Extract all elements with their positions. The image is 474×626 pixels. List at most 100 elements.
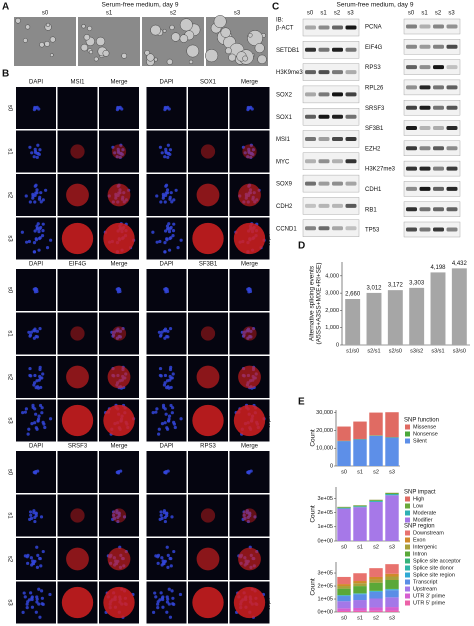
band [318,47,330,52]
y-tick-label: 0e+00 [318,538,333,544]
blot-label: SF3B1 [365,126,384,132]
nucleus [157,427,161,431]
band [345,47,357,52]
legend-label: High [413,496,424,502]
column-label: DAPI [29,444,43,450]
sample-label: s0 [42,11,49,17]
fluorescence-image [146,312,187,355]
y-tick-label: 3e+05 [318,496,333,502]
band [318,137,330,141]
blot-label: SETDB1 [276,48,300,54]
nucleus [36,143,40,147]
band [406,85,417,90]
y-tick-label: 20,000 [316,428,333,434]
sphere [87,25,93,31]
nucleus [249,155,253,159]
nucleus [178,592,183,597]
row-label: s0 [6,287,12,294]
nucleus [247,286,251,291]
sample-label: s0 [408,11,415,17]
bar-segment [337,506,351,508]
nucleus [39,564,43,568]
nucleus [20,230,24,234]
nucleus [110,330,114,334]
bar-segment [337,584,351,587]
band [332,70,343,75]
bar-segment [385,412,399,438]
nucleus [171,372,175,376]
y-tick-label: 3e+05 [318,570,333,576]
band [406,146,417,151]
nucleus [171,406,175,410]
nucleus [36,419,40,423]
nucleus [151,411,155,415]
band [433,126,444,130]
nucleus [30,330,34,334]
marker-signal [66,365,89,389]
row-label: s0 [6,469,12,476]
nucleus [121,148,125,152]
nucleus [162,405,166,409]
y-axis-label: Count [310,429,317,447]
nucleus [160,330,164,334]
band [419,24,431,29]
nucleus [172,222,176,226]
bar-segment [337,508,351,541]
marker-signal [192,586,224,619]
band [305,47,316,52]
nucleus [30,596,34,600]
bar-segment [353,600,367,608]
band [318,181,330,186]
nucleus [164,412,168,416]
column-label: SOX1 [200,80,217,86]
bar-segment [385,494,399,496]
blot [302,63,360,81]
nucleus [36,553,40,558]
sample-label: s2 [435,11,442,17]
band [332,226,343,231]
nucleus [151,230,155,234]
nucleus [29,516,34,520]
band [406,186,417,191]
nucleus [167,587,171,591]
nucleus [154,554,158,558]
nucleus [35,188,39,192]
band [305,25,316,30]
column-label: DAPI [159,262,173,268]
blot-label: MSI1 [276,137,291,143]
blot [403,39,461,55]
bar-segment [369,591,383,592]
x-tick-label: s3/s0 [453,348,466,354]
column-label: DAPI [159,444,173,450]
band [305,70,316,75]
fluorescence-image [57,87,98,129]
marker-signal [103,404,135,437]
bar-segment [353,573,367,582]
legend-label: Intron [413,551,427,557]
panel-label: D [298,241,305,252]
nucleus [250,151,254,155]
sphere [102,49,110,57]
nucleus [38,403,43,408]
band [446,126,458,130]
band [332,114,343,119]
legend-label: Splice site acceptor [413,558,461,564]
marker-signal [242,144,257,159]
marker-signal [238,547,261,571]
bar-segment [385,495,399,541]
nucleus [168,367,173,372]
nucleus [240,330,244,334]
nucleus [24,194,28,198]
nucleus [156,553,161,557]
row-label: s1 [6,512,12,519]
bar-segment [353,505,367,507]
marker-signal [238,365,261,389]
band [433,227,444,232]
legend-label: UTR 3' prime [413,593,445,599]
nucleus [35,191,39,195]
nucleus [35,545,39,549]
column-label: Merge [241,262,259,268]
bar [345,299,361,345]
x-tick-label: s1 [357,469,363,475]
